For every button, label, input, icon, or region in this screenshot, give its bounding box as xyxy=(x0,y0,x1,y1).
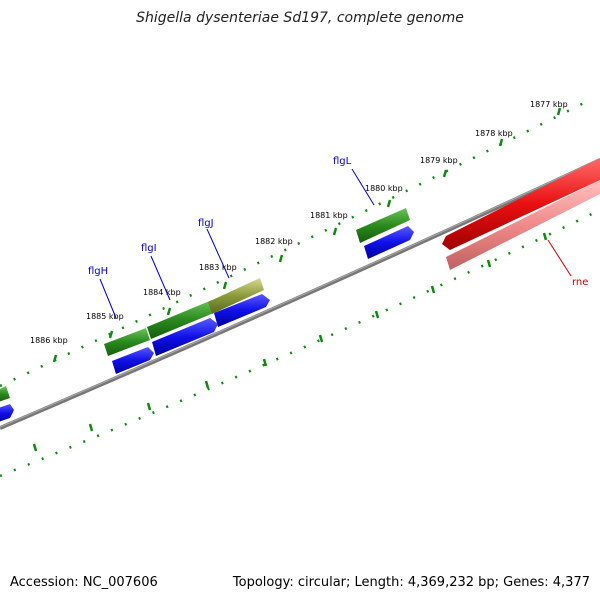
genome-summary: Topology: circular; Length: 4,369,232 bp… xyxy=(232,575,590,590)
gene-label-flgH: flgH xyxy=(88,266,108,277)
outer-major-ticks xyxy=(52,107,562,363)
gene-label-flgJ: flgJ xyxy=(198,218,214,229)
map-title: Shigella dysenteriae Sd197, complete gen… xyxy=(136,10,464,26)
scale-label: 1884 kbp xyxy=(143,288,181,297)
rna-bar[interactable] xyxy=(442,158,600,250)
reverse-genes xyxy=(0,226,414,422)
scale-label: 1882 kbp xyxy=(255,237,293,246)
gene-reverse-3[interactable] xyxy=(152,318,218,356)
gene-label-rne: rne xyxy=(572,277,588,288)
scale-label: 1885 kbp xyxy=(86,312,124,321)
gene-reverse-2[interactable] xyxy=(214,294,270,327)
gene-flgI[interactable] xyxy=(104,328,150,356)
rna-bar-light[interactable] xyxy=(446,180,600,270)
inner-major-ticks xyxy=(32,232,548,452)
scale-labels: 1877 kbp 1878 kbp 1879 kbp 1880 kbp 1881… xyxy=(30,100,568,345)
gene-flgJ-overlap[interactable] xyxy=(208,278,264,314)
gene-label-flgL: flgL xyxy=(333,156,352,167)
gene-label-flgI: flgI xyxy=(141,243,157,254)
scale-label: 1877 kbp xyxy=(530,100,568,109)
accession-label: Accession: NC_007606 xyxy=(10,575,158,590)
genome-backbone-highlight xyxy=(0,158,600,428)
scale-label: 1883 kbp xyxy=(199,263,237,272)
scale-label: 1886 kbp xyxy=(30,336,68,345)
rne-feature xyxy=(442,158,600,270)
scale-label: 1878 kbp xyxy=(475,129,513,138)
gene-labels: flgL flgJ flgI flgH rne xyxy=(88,156,588,288)
genome-backbone xyxy=(0,158,600,430)
scale-label: 1880 kbp xyxy=(365,184,403,193)
gene-reverse-4[interactable] xyxy=(112,347,154,374)
gene-flgL[interactable] xyxy=(356,208,410,243)
scale-label: 1879 kbp xyxy=(420,156,458,165)
gene-flgH[interactable] xyxy=(0,386,10,402)
forward-genes xyxy=(0,208,410,402)
label-leaders xyxy=(99,168,572,319)
gene-flgJ[interactable] xyxy=(147,300,216,339)
gene-reverse-1[interactable] xyxy=(364,226,414,259)
inner-tick-ring xyxy=(0,208,600,478)
gene-reverse-5[interactable] xyxy=(0,404,14,422)
scale-label: 1881 kbp xyxy=(310,211,348,220)
